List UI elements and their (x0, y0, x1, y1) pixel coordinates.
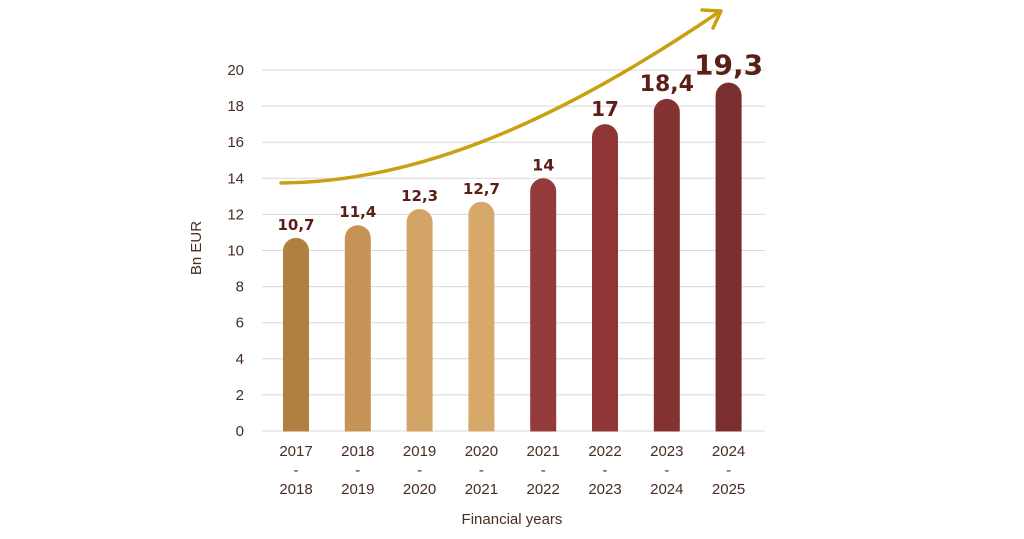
data-label: 17 (591, 97, 619, 121)
data-label: 12,7 (463, 180, 500, 198)
data-labels: 10,7 11,4 12,3 12,7 14 17 18,419,3 (277, 49, 763, 234)
bar-base (715, 418, 742, 432)
y-tick-label: 6 (236, 315, 244, 332)
x-tick-label: 2019 (403, 443, 436, 460)
bar (715, 82, 742, 432)
x-tick-label: - (726, 462, 731, 479)
x-tick-label: - (664, 462, 669, 479)
x-tick-label: 2024 (712, 443, 745, 460)
x-tick-label: 2022 (527, 481, 560, 498)
bar (653, 98, 680, 432)
bar (468, 201, 495, 432)
x-tick-label: 2021 (465, 481, 498, 498)
y-tick-label: 10 (227, 243, 244, 260)
x-tick-label: - (417, 462, 422, 479)
y-tick-label: 0 (236, 423, 244, 440)
x-tick-label: 2020 (403, 481, 436, 498)
bar-base (406, 418, 433, 432)
bar-base (530, 418, 557, 432)
x-tick-label: 2021 (527, 443, 560, 460)
x-tick-label: 2019 (341, 481, 374, 498)
bar (344, 225, 371, 432)
bar (592, 124, 618, 432)
y-axis-ticks: 0 2 4 6 8 10 12 14 16 18 20 (227, 62, 244, 440)
data-label: 18,4 (640, 72, 694, 97)
gridlines (262, 69, 765, 432)
trend-arrow-line (279, 10, 721, 185)
bar (283, 237, 309, 432)
x-tick-label: 2023 (588, 481, 621, 498)
y-tick-label: 20 (227, 62, 244, 79)
bar-base (283, 418, 309, 432)
x-axis-ticks: 2017 - 2018 2018 - 2019 2019 - 2020 2020 - 2021 2021… (279, 443, 745, 498)
y-tick-label: 18 (227, 98, 244, 115)
y-tick-label: 4 (236, 351, 244, 368)
x-tick-label: 2024 (650, 481, 683, 498)
bar-base (468, 418, 495, 432)
trend-arrow-head (700, 8, 723, 30)
data-label: 10,7 (277, 216, 314, 234)
x-tick-label: - (603, 462, 608, 479)
x-tick-label: 2022 (588, 443, 621, 460)
data-label: 14 (532, 155, 554, 174)
y-tick-label: 12 (227, 206, 244, 223)
x-tick-label: - (294, 462, 299, 479)
x-axis-title: Financial years (462, 511, 563, 528)
bar-base (592, 418, 618, 432)
x-tick-label: 2017 (279, 443, 312, 460)
y-tick-label: 8 (236, 279, 244, 296)
bar-base (653, 418, 680, 432)
y-tick-label: 14 (227, 170, 244, 187)
x-tick-label: 2023 (650, 443, 683, 460)
bar (406, 208, 433, 432)
x-tick-label: 2020 (465, 443, 498, 460)
x-tick-label: - (355, 462, 360, 479)
x-tick-label: 2018 (341, 443, 374, 460)
y-tick-label: 16 (227, 134, 244, 151)
x-tick-label: - (479, 462, 484, 479)
x-tick-label: 2018 (279, 481, 312, 498)
x-tick-label: 2025 (712, 481, 745, 498)
x-tick-label: - (541, 462, 546, 479)
y-tick-label: 2 (236, 387, 244, 404)
bar-base (344, 418, 371, 432)
y-axis-title: Bn EUR (188, 221, 205, 275)
trend-arrow (279, 8, 723, 185)
data-label: 12,3 (401, 187, 438, 205)
bar (530, 178, 557, 432)
data-label: 19,3 (694, 49, 763, 82)
bars (283, 82, 742, 432)
data-label: 11,4 (339, 203, 376, 221)
